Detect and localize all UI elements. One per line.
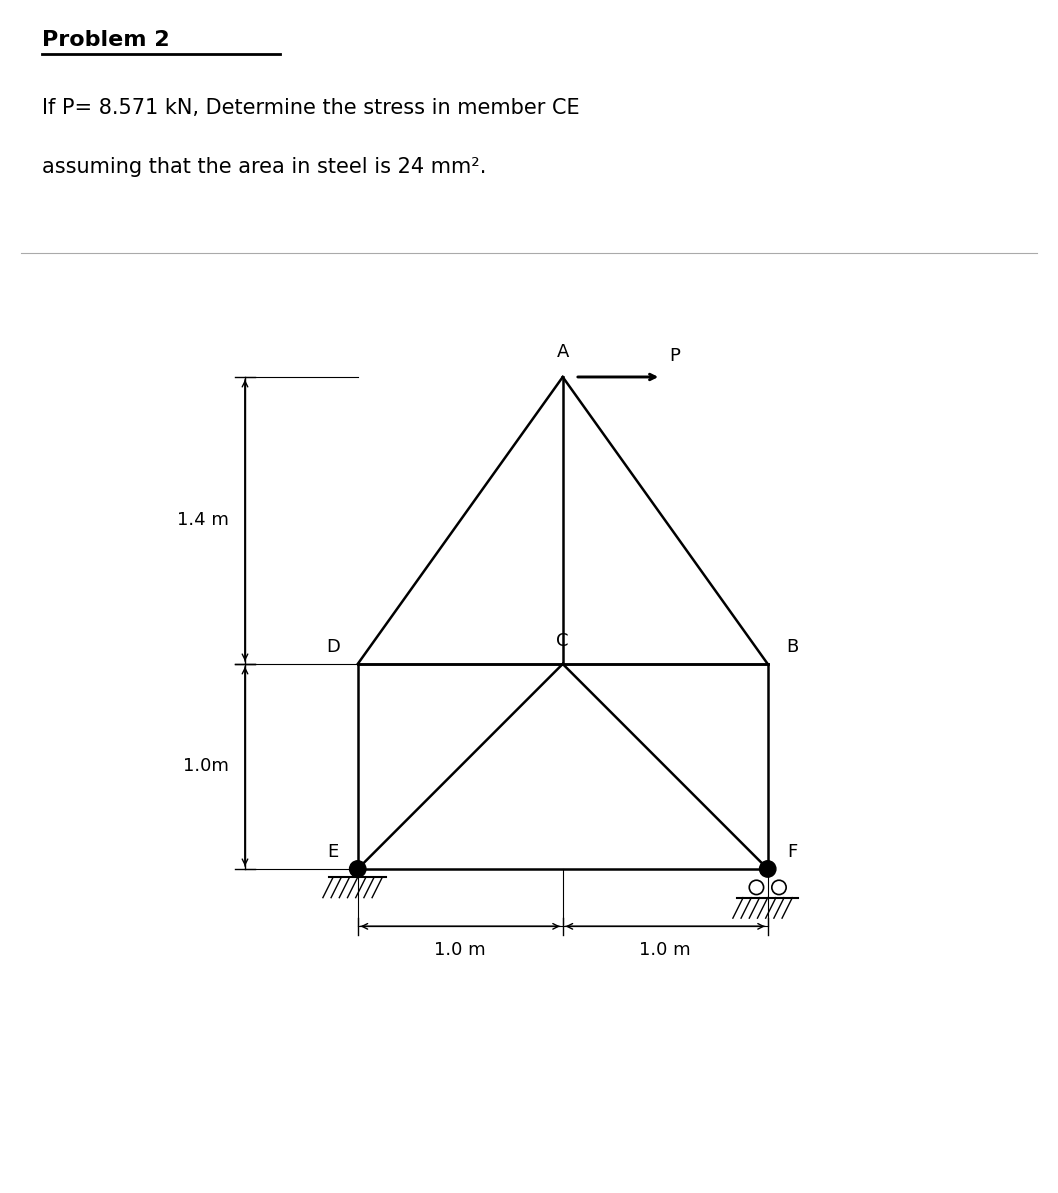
Text: assuming that the area in steel is 24 mm².: assuming that the area in steel is 24 mm… (42, 157, 487, 178)
Text: E: E (328, 842, 339, 860)
Text: If P= 8.571 kN, Determine the stress in member CE: If P= 8.571 kN, Determine the stress in … (42, 98, 580, 118)
Text: D: D (326, 638, 340, 656)
Text: C: C (557, 631, 569, 650)
Circle shape (349, 860, 366, 877)
Text: 1.0 m: 1.0 m (435, 941, 486, 959)
Text: 1.0 m: 1.0 m (639, 941, 691, 959)
Text: F: F (787, 842, 798, 860)
Circle shape (760, 860, 776, 877)
Text: P: P (670, 347, 680, 365)
Text: Problem 2: Problem 2 (42, 30, 170, 50)
Text: B: B (786, 638, 799, 656)
Text: A: A (557, 342, 569, 360)
Text: 1.4 m: 1.4 m (177, 512, 229, 530)
Text: 1.0m: 1.0m (183, 758, 229, 775)
